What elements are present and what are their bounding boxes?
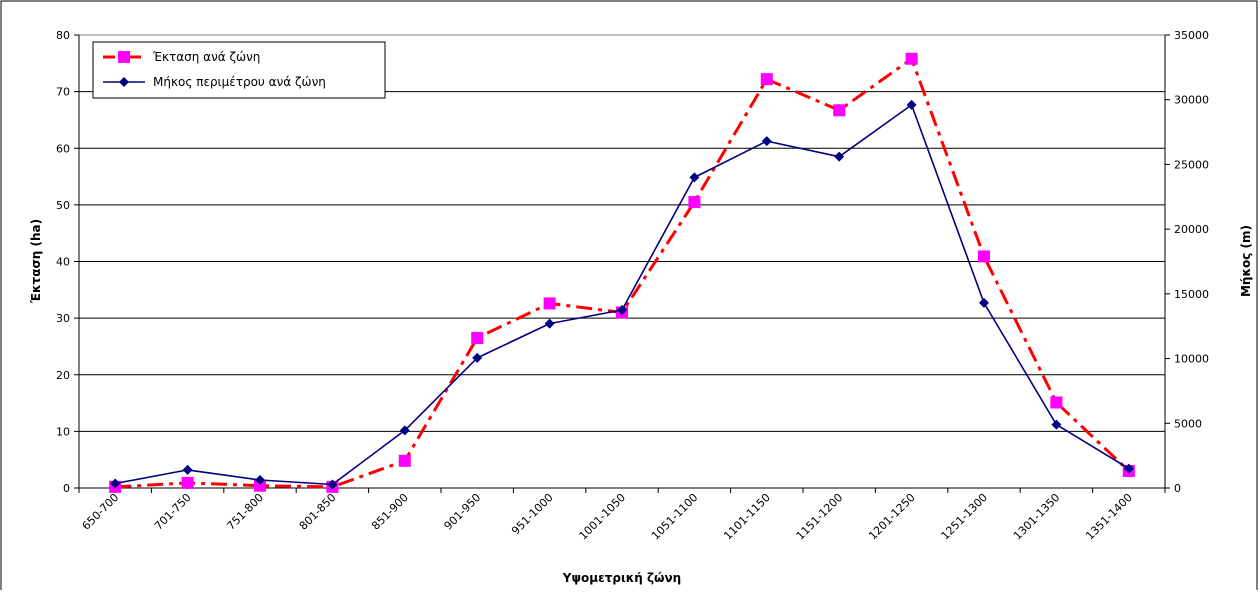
data-point-diamond bbox=[472, 352, 483, 363]
data-point-diamond bbox=[1051, 419, 1062, 430]
data-point-square bbox=[471, 331, 484, 344]
data-point-square bbox=[688, 196, 701, 209]
data-point-diamond bbox=[1123, 463, 1134, 474]
legend-label: Έκταση ανά ζώνη bbox=[152, 50, 260, 64]
y2-tick-label: 0 bbox=[1174, 482, 1181, 495]
y2-tick-label: 20000 bbox=[1174, 223, 1209, 236]
legend-marker-square bbox=[118, 51, 130, 63]
y2-tick-label: 10000 bbox=[1174, 353, 1209, 366]
data-point-diamond bbox=[834, 151, 845, 162]
data-point-square bbox=[833, 104, 846, 117]
y2-tick-label: 5000 bbox=[1174, 417, 1202, 430]
y-tick-label: 40 bbox=[56, 256, 70, 269]
y-tick-label: 50 bbox=[56, 199, 70, 212]
y-tick-label: 20 bbox=[56, 369, 70, 382]
data-point-square bbox=[978, 250, 990, 263]
data-point-square bbox=[543, 297, 556, 310]
y2-tick-label: 30000 bbox=[1174, 94, 1209, 107]
legend-box bbox=[92, 41, 386, 99]
y2-tick-label: 15000 bbox=[1174, 288, 1209, 301]
legend-label: Μήκος περιμέτρου ανά ζώνη bbox=[153, 75, 326, 89]
y2-tick-label: 25000 bbox=[1174, 158, 1209, 171]
data-point-diamond bbox=[110, 478, 121, 489]
y-tick-label: 30 bbox=[56, 312, 70, 325]
y-tick-label: 0 bbox=[63, 482, 70, 495]
data-point-square bbox=[1050, 396, 1063, 409]
y2-axis-title: Μήκος (m) bbox=[1239, 225, 1253, 297]
data-point-diamond bbox=[617, 305, 627, 316]
data-point-diamond bbox=[255, 474, 265, 485]
data-point-diamond bbox=[327, 479, 338, 490]
data-point-diamond bbox=[689, 172, 700, 183]
data-point-diamond bbox=[906, 99, 917, 110]
data-point-square bbox=[760, 73, 773, 86]
series-group bbox=[109, 52, 1135, 493]
data-point-diamond bbox=[979, 297, 989, 308]
data-point-square bbox=[181, 476, 194, 489]
y-tick-label: 70 bbox=[56, 86, 70, 99]
data-point-square bbox=[905, 52, 918, 65]
data-point-diamond bbox=[399, 425, 410, 436]
legend-marker-diamond bbox=[119, 77, 129, 87]
y-tick-label: 10 bbox=[56, 425, 70, 438]
x-axis-title: Υψομετρική ζώνη bbox=[562, 571, 681, 585]
data-point-square bbox=[398, 454, 411, 467]
y2-tick-label: 35000 bbox=[1174, 29, 1209, 42]
y-axis-title: Έκταση (ha) bbox=[29, 219, 43, 304]
data-point-square bbox=[254, 479, 266, 492]
y-tick-label: 80 bbox=[56, 29, 70, 42]
legend: Έκταση ανά ζώνη Μήκος περιμέτρου ανά ζώνη bbox=[92, 41, 386, 99]
y-tick-label: 60 bbox=[56, 142, 70, 155]
data-point-diamond bbox=[761, 136, 772, 147]
data-point-diamond bbox=[182, 464, 193, 475]
data-point-diamond bbox=[544, 318, 555, 329]
